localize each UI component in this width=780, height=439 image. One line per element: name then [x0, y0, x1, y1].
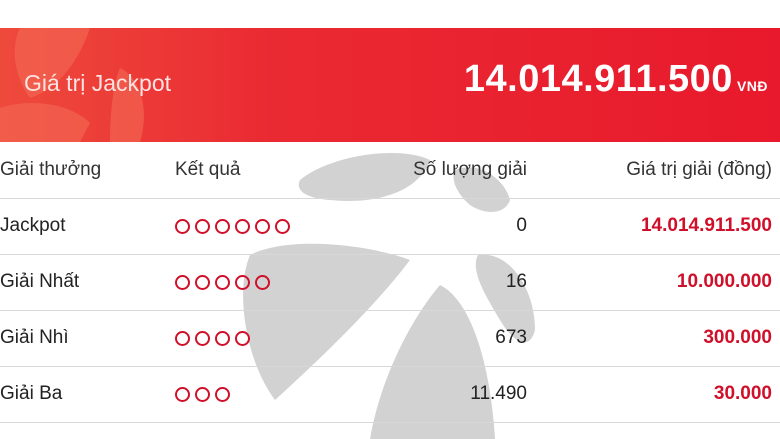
winner-count: 673 — [495, 327, 527, 348]
header-prize: Giải thưởng — [0, 159, 102, 180]
jackpot-amount: 14.014.911.500 VNĐ — [464, 58, 768, 101]
match-circle-icon — [215, 275, 230, 290]
result-circles — [175, 275, 270, 290]
result-circles — [175, 331, 250, 346]
match-circle-icon — [175, 275, 190, 290]
prize-name: Giải Nhì — [0, 327, 69, 348]
prize-value: 14.014.911.500 — [640, 215, 772, 236]
match-circle-icon — [235, 219, 250, 234]
match-circle-icon — [195, 387, 210, 402]
table-row: Giải Nhất 16 10.000.000 — [0, 254, 780, 311]
match-circle-icon — [175, 331, 190, 346]
match-circle-icon — [215, 331, 230, 346]
match-circle-icon — [235, 331, 250, 346]
match-circle-icon — [255, 275, 270, 290]
match-circle-icon — [175, 387, 190, 402]
header-result: Kết quả — [175, 159, 241, 180]
match-circle-icon — [175, 219, 190, 234]
match-circle-icon — [195, 275, 210, 290]
prize-value: 300.000 — [703, 327, 772, 348]
table-row: Giải Nhì 673 300.000 — [0, 310, 780, 367]
table-row: Jackpot 0 14.014.911.500 — [0, 198, 780, 255]
match-circle-icon — [195, 331, 210, 346]
star-logo-icon — [0, 28, 144, 142]
winner-count: 0 — [516, 215, 527, 236]
match-circle-icon — [195, 219, 210, 234]
match-circle-icon — [255, 219, 270, 234]
banner-title: Giá trị Jackpot — [24, 70, 171, 96]
jackpot-value: 14.014.911.500 — [463, 58, 733, 100]
jackpot-banner: Giá trị Jackpot 14.014.911.500 VNĐ — [0, 28, 780, 142]
prize-value: 30.000 — [713, 383, 772, 404]
prize-name: Giải Ba — [0, 383, 63, 404]
header-value: Giá trị giải (đồng) — [626, 159, 772, 180]
result-circles — [175, 387, 230, 402]
match-circle-icon — [215, 387, 230, 402]
winner-count: 11.490 — [470, 383, 527, 404]
currency-unit: VNĐ — [736, 78, 768, 94]
header-count: Số lượng giải — [413, 159, 527, 180]
match-circle-icon — [215, 219, 230, 234]
table-header: Giải thưởng Kết quả Số lượng giải Giá tr… — [0, 142, 780, 199]
match-circle-icon — [235, 275, 250, 290]
table-row: Giải Ba 11.490 30.000 — [0, 366, 780, 423]
match-circle-icon — [275, 219, 290, 234]
prize-name: Jackpot — [0, 215, 66, 236]
result-circles — [175, 219, 290, 234]
prize-value: 10.000.000 — [676, 271, 772, 292]
prize-name: Giải Nhất — [0, 271, 80, 292]
winner-count: 16 — [505, 271, 527, 292]
